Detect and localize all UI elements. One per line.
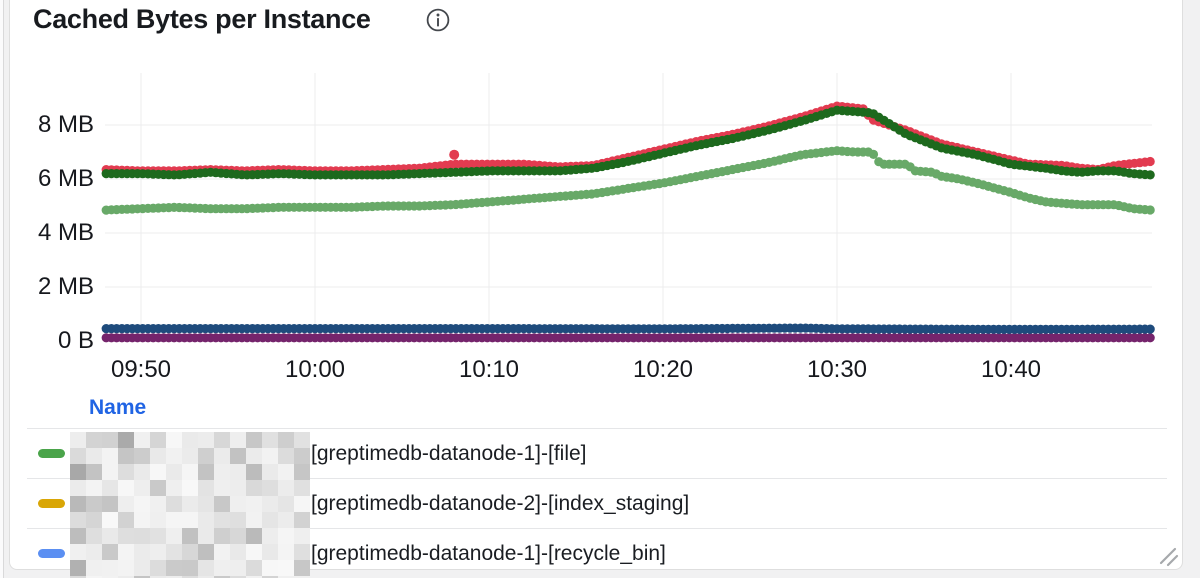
y-axis-tick: 0 B [57, 327, 94, 354]
x-axis-tick: 10:00 [284, 356, 346, 383]
cached-dark-green [101, 105, 1155, 180]
x-axis-tick: 10:20 [632, 356, 694, 383]
series-label: [greptimedb-datanode-2]-[index_staging] [311, 491, 690, 515]
series-color-marker [38, 499, 65, 508]
legend-table: [greptimedb-datanode-1]-[file] [greptimed… [27, 428, 1167, 569]
adjacent-panel-edge [3, 0, 4, 578]
y-axis-tick: 8 MB [37, 111, 94, 138]
resize-handle-icon[interactable] [1157, 545, 1179, 567]
cached-navy [101, 323, 1155, 334]
x-axis-tick: 10:40 [980, 356, 1042, 383]
series-color-marker [38, 449, 65, 458]
legend-row[interactable]: [greptimedb-datanode-1]-[file] [27, 429, 1167, 479]
x-axis-tick: 10:30 [806, 356, 868, 383]
x-axis-tick: 10:10 [458, 356, 520, 383]
cached-purple [101, 333, 1155, 343]
adjacent-panel-area [0, 0, 3, 578]
time-series-chart[interactable]: 8 MB 6 MB 4 MB 2 MB 0 B 09:50 10:00 10:10 10:20 1… [10, 0, 1183, 401]
y-axis-tick: 4 MB [37, 219, 94, 246]
plot-area[interactable] [10, 0, 1183, 401]
cached-light-green [101, 146, 1155, 215]
y-axis-tick: 6 MB [37, 165, 94, 192]
redacted-blur [70, 432, 310, 578]
series-label: [greptimedb-datanode-1]-[file] [311, 441, 587, 465]
series-label: [greptimedb-datanode-1]-[recycle_bin] [311, 541, 666, 565]
series-color-marker [38, 549, 65, 558]
outlier-point [449, 149, 460, 160]
legend-row[interactable]: [greptimedb-datanode-2]-[index_staging] [27, 479, 1167, 529]
info-icon[interactable] [424, 6, 452, 34]
legend-name-header[interactable]: Name [89, 396, 147, 419]
panel-title: Cached Bytes per Instance [33, 4, 371, 34]
legend-row[interactable]: [greptimedb-datanode-1]-[recycle_bin] [27, 529, 1167, 569]
x-axis-tick: 09:50 [110, 356, 172, 383]
y-axis-tick: 2 MB [37, 273, 94, 300]
